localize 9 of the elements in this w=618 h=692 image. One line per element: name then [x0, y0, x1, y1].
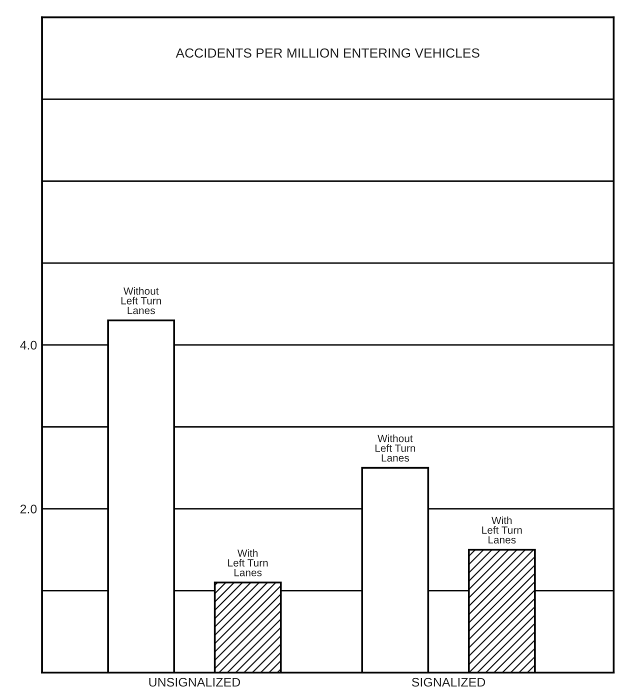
text: Without Left Turn Lanes — [375, 434, 416, 462]
series-label: Without Left Turn Lanes — [121, 287, 161, 314]
y-tick-label: 2.0 — [20, 504, 37, 514]
text: With Left Turn Lanes — [482, 516, 522, 544]
x-tick-label: UNSIGNALIZED — [149, 678, 240, 687]
x-tick-label: SIGNALIZED — [412, 678, 486, 687]
y-tick-label: 4.0 — [20, 340, 37, 350]
text: ACCIDENTS PER MILLION ENTERING VEHICLES — [176, 48, 480, 58]
series-label: With Left Turn Lanes — [228, 549, 268, 576]
